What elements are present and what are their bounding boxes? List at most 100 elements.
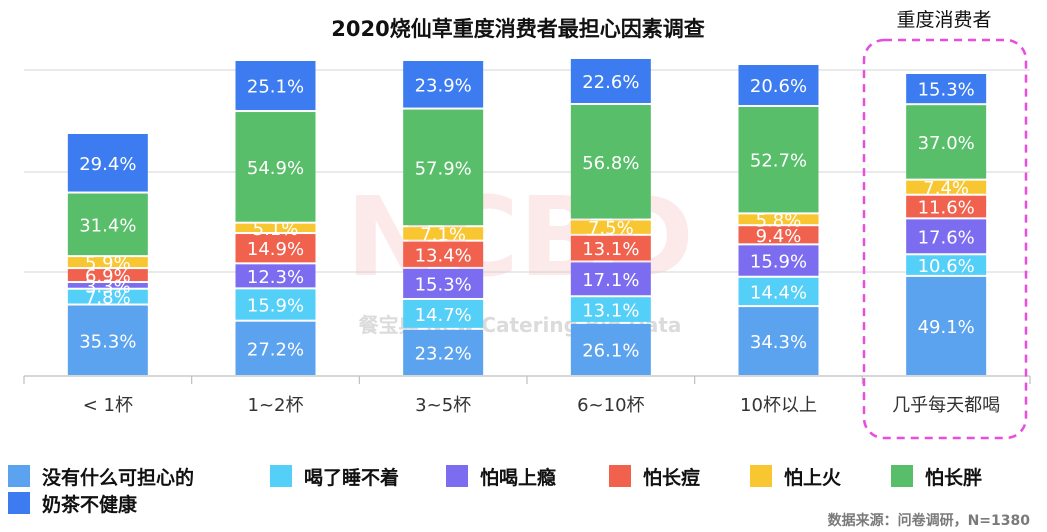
bar-segment (738, 226, 819, 244)
data-label: 35.3% (79, 331, 136, 352)
data-label: 57.9% (415, 158, 472, 179)
x-axis: < 1杯 1~2杯 3~5杯 6~10杯 10杯以上 几乎每天都喝 (23, 375, 1031, 416)
x-tick-label: 几乎每天都喝 (892, 395, 1000, 416)
bar-segment (570, 297, 651, 322)
bar-segment (906, 74, 987, 104)
data-label: 13.1% (582, 239, 639, 260)
legend-label: 怕长胖 (925, 466, 982, 489)
legend-label: 没有什么可担心的 (42, 466, 194, 489)
bar-segment (67, 193, 148, 256)
bar-segment (403, 241, 484, 267)
data-label: 37.0% (918, 133, 975, 154)
data-label: 7.5% (588, 218, 634, 239)
bar-segment (403, 329, 484, 375)
data-label: 34.3% (750, 332, 807, 353)
data-labels: 35.3% 7.8%3.3%6.9%5.9% 31.4% 29.4% 27.2% 15.9… (79, 72, 975, 364)
bar-segment (67, 269, 148, 282)
data-label: 49.1% (918, 317, 975, 338)
x-tick-label: 6~10杯 (577, 395, 644, 416)
chart-title: 2020烧仙草重度消费者最担心因素调查 (331, 17, 704, 41)
bar-segment (403, 109, 484, 226)
data-label: 52.7% (750, 151, 807, 172)
data-label: 5.1% (253, 219, 299, 240)
data-label: 26.1% (582, 340, 639, 361)
bar-segment (570, 220, 651, 234)
bar-segment (67, 283, 148, 288)
legend-swatch (270, 465, 292, 487)
bar-segment (235, 112, 316, 222)
data-label: 23.2% (415, 343, 472, 364)
legend-swatch (446, 465, 468, 487)
data-label: 25.1% (247, 77, 304, 98)
legend-label: 怕长痘 (643, 466, 700, 489)
gridlines (24, 69, 1030, 273)
bar-segment (738, 307, 819, 375)
data-label: 54.9% (247, 158, 304, 179)
bar-segment (906, 276, 987, 375)
x-tick-label: 1~2杯 (248, 395, 304, 416)
bar-segment (235, 289, 316, 320)
bar-segment (906, 180, 987, 194)
bar-segment (738, 65, 819, 105)
data-label: 9.4% (756, 226, 802, 247)
data-label: 14.7% (415, 305, 472, 326)
data-label: 29.4% (79, 154, 136, 175)
bar-segment (738, 245, 819, 276)
bar-segment (738, 106, 819, 213)
data-label: 10.6% (918, 256, 975, 277)
data-label: 13.1% (582, 301, 639, 322)
data-label: 27.2% (247, 339, 304, 360)
data-label: 11.6% (918, 198, 975, 219)
bar-segment (906, 219, 987, 254)
legend-label: 怕上火 (784, 466, 842, 489)
data-label: 14.4% (750, 282, 807, 303)
bar-segment (235, 234, 316, 263)
bar-segment (403, 61, 484, 108)
bar-segment (67, 257, 148, 268)
data-label: 7.4% (923, 178, 969, 199)
bar-segment (235, 264, 316, 288)
data-label: 7.8% (85, 288, 131, 309)
data-label: 15.3% (415, 274, 472, 295)
legend-swatch (891, 465, 913, 487)
bar-segment (570, 323, 651, 375)
data-label: 6.9% (85, 266, 131, 287)
data-label: 17.1% (582, 270, 639, 291)
bar-segment (570, 235, 651, 261)
data-label: 3.3% (85, 276, 131, 297)
legend-label: 奶茶不健康 (42, 493, 138, 516)
data-label: 12.3% (247, 267, 304, 288)
bar-segment (67, 134, 148, 192)
highlight-label: 重度消费者 (896, 9, 991, 31)
legend-swatch (750, 465, 772, 487)
bar-segment (403, 299, 484, 328)
bar-segment (738, 214, 819, 225)
data-label: 17.6% (918, 227, 975, 248)
bars (67, 59, 987, 375)
data-label: 7.1% (420, 224, 466, 245)
data-label: 22.6% (582, 72, 639, 93)
bar-segment (67, 305, 148, 375)
bar-segment (570, 262, 651, 296)
highlight-box (862, 38, 1028, 440)
bar-segment (235, 61, 316, 111)
bar-segment (570, 104, 651, 219)
data-label: 5.9% (85, 253, 131, 274)
data-label: 15.9% (750, 252, 807, 273)
legend-swatch (8, 465, 30, 487)
x-tick-label: < 1杯 (83, 395, 133, 416)
bar-segment (906, 105, 987, 179)
legend-label: 怕喝上瘾 (480, 466, 556, 489)
bar-segment (906, 195, 987, 218)
legend-swatch (8, 492, 30, 514)
data-label: 5.8% (756, 210, 802, 231)
legend-swatch (609, 465, 631, 487)
data-label: 14.9% (247, 239, 304, 260)
bar-segment (570, 59, 651, 103)
data-label: 13.4% (415, 245, 472, 266)
data-label: 23.9% (415, 75, 472, 96)
bar-segment (906, 255, 987, 275)
bar-segment (403, 227, 484, 240)
bar-segment (235, 223, 316, 233)
